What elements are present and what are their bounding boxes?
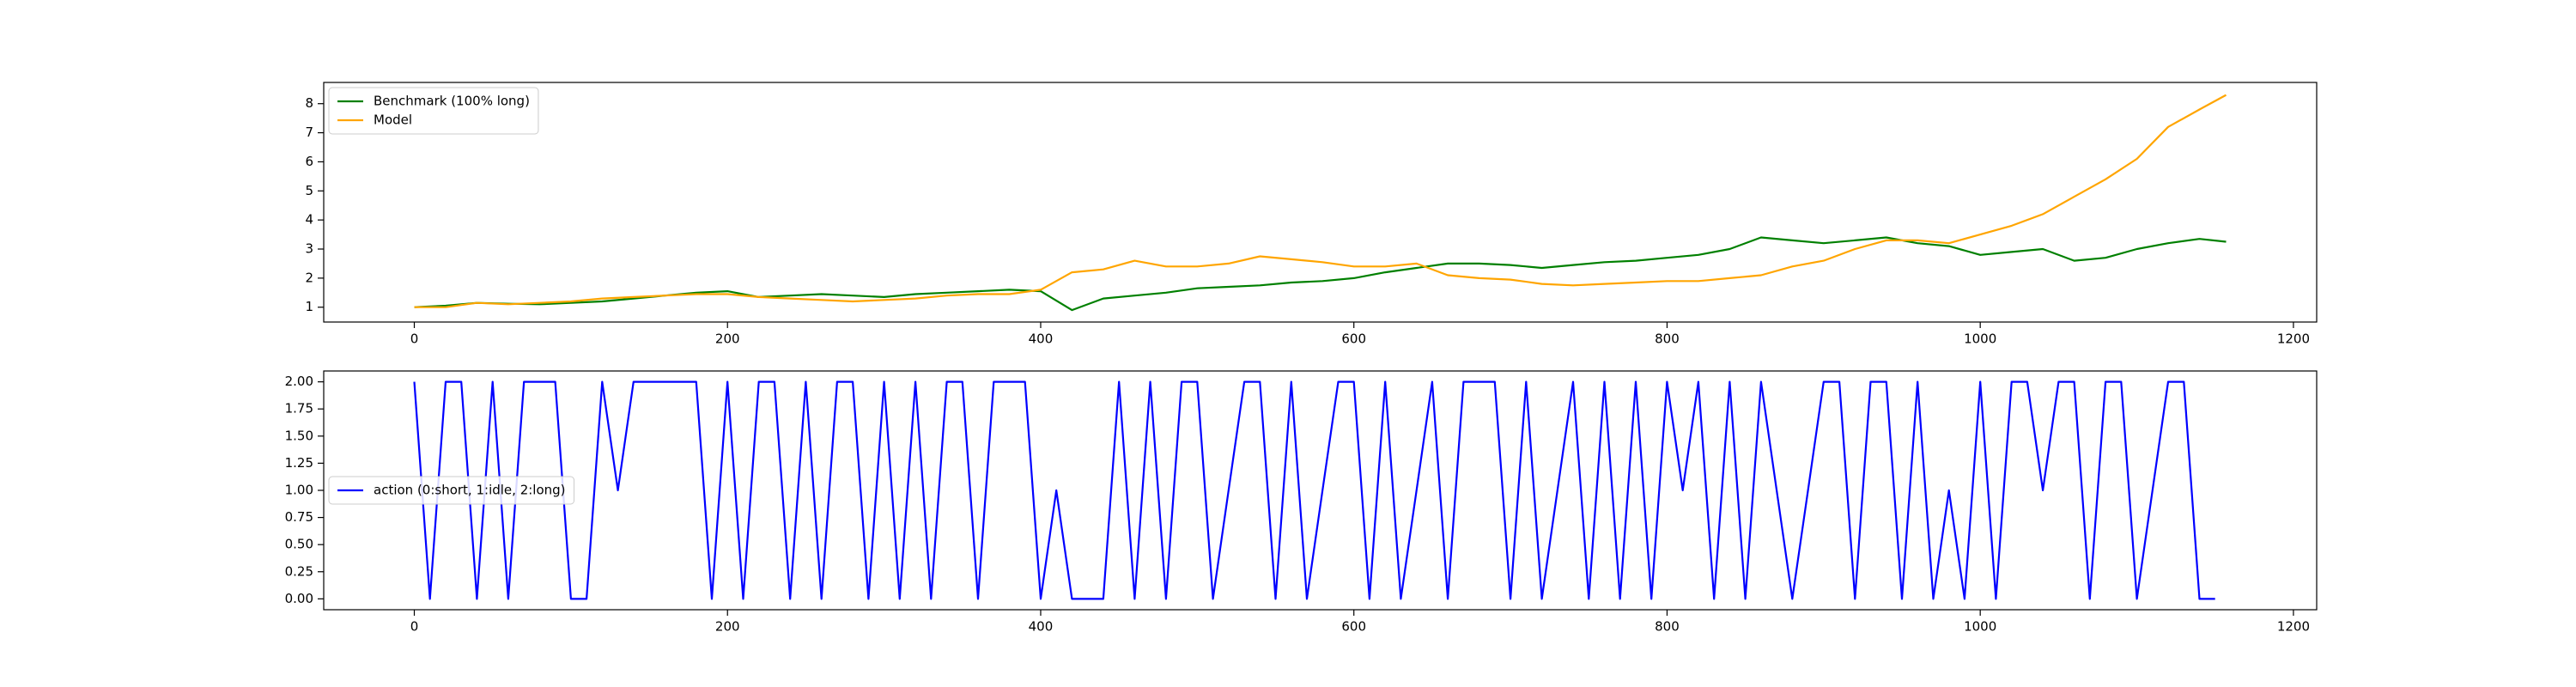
x-tick-label: 800 <box>1655 619 1680 635</box>
y-tick-label: 0.25 <box>285 563 313 579</box>
y-tick-label: 3 <box>305 241 313 257</box>
x-tick-label: 600 <box>1341 619 1366 635</box>
x-tick-label: 200 <box>715 331 740 347</box>
y-tick-label: 6 <box>305 154 313 169</box>
subplot: 0 200 400 600 800 1000 1200 0.00 0.25 0.50 0.75 1.0… <box>285 370 2318 635</box>
y-tick-label: 2.00 <box>285 374 313 389</box>
y-tick-label: 7 <box>305 125 313 140</box>
legend-label: action (0:short, 1:idle, 2:long) <box>374 483 566 498</box>
x-tick-label: 1000 <box>1964 619 1996 635</box>
x-tick-label: 200 <box>715 619 740 635</box>
x-tick-label: 0 <box>410 619 419 635</box>
y-tick-label: 4 <box>305 212 313 228</box>
x-tick-label: 400 <box>1029 619 1054 635</box>
y-tick-label: 1 <box>305 299 313 314</box>
data-line <box>414 236 2227 312</box>
y-tick-label: 1.50 <box>285 428 313 443</box>
x-tick-label: 0 <box>410 331 419 347</box>
y-tick-label: 5 <box>305 183 313 198</box>
data-line <box>414 94 2227 308</box>
y-tick-label: 0.75 <box>285 509 313 525</box>
legend-frame <box>328 476 575 505</box>
legend: Benchmark (100% long) Model <box>328 87 539 135</box>
legend-label: Benchmark (100% long) <box>374 94 530 109</box>
legend: action (0:short, 1:idle, 2:long) <box>328 476 575 505</box>
x-tick-label: 800 <box>1655 331 1680 347</box>
x-tick-label: 1200 <box>2277 331 2310 347</box>
data-line <box>413 380 2215 600</box>
y-tick-label: 8 <box>305 95 313 111</box>
y-tick-label: 1.25 <box>285 455 313 471</box>
x-tick-label: 1200 <box>2277 619 2310 635</box>
y-tick-label: 2 <box>305 270 313 285</box>
axes-frame <box>323 370 2318 611</box>
y-tick-label: 0.50 <box>285 537 313 552</box>
y-tick-label: 1.00 <box>285 483 313 498</box>
x-tick-label: 1000 <box>1964 331 1996 347</box>
legend-frame <box>328 87 539 135</box>
legend-label: Model <box>374 112 412 128</box>
y-tick-label: 0.00 <box>285 591 313 606</box>
subplot: 0 200 400 600 800 1000 1200 1 2 3 4 5 6 7 8 Benchmark (… <box>305 82 2318 347</box>
x-tick-label: 400 <box>1029 331 1054 347</box>
x-tick-label: 600 <box>1341 331 1366 347</box>
axes-frame <box>323 82 2318 323</box>
y-tick-label: 1.75 <box>285 401 313 416</box>
